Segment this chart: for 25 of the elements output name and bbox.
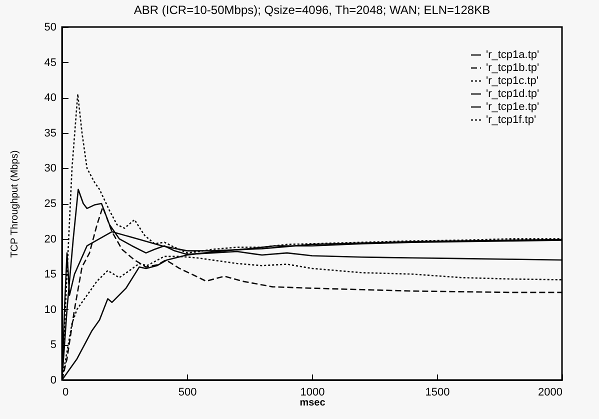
chart-title: ABR (ICR=10-50Mbps); Qsize=4096, Th=2048; WAN; ELN=128KB	[134, 3, 490, 17]
y-tick-label: 35	[44, 127, 56, 140]
y-tick-label: 30	[44, 162, 56, 175]
legend-label: 'r_tcp1a.tp'	[486, 49, 540, 61]
y-axis-title: TCP Throughput (Mbps)	[9, 150, 20, 258]
x-tick-label: 1500	[425, 386, 450, 398]
legend-label: 'r_tcp1e.tp'	[486, 101, 540, 113]
legend-label: 'r_tcp1d.tp'	[486, 88, 540, 100]
legend-label: 'r_tcp1c.tp'	[486, 75, 539, 87]
legend-label: 'r_tcp1b.tp'	[486, 62, 540, 74]
y-tick-label: 45	[44, 56, 56, 69]
y-tick-label: 5	[50, 339, 56, 352]
x-tick-label: 2000	[538, 386, 562, 398]
legend-label: 'r_tcp1f.tp'	[486, 114, 536, 126]
y-tick-label: 50	[44, 22, 56, 34]
y-tick-label: 10	[44, 304, 56, 316]
y-tick-label: 25	[44, 198, 56, 210]
y-tick-label: 20	[44, 233, 56, 246]
x-axis-title: msec	[300, 398, 326, 408]
y-tick-label: 0	[50, 374, 56, 386]
x-tick-label: 500	[178, 386, 197, 398]
x-tick-label: 0	[62, 386, 69, 398]
x-tick-label: 1000	[300, 386, 325, 398]
y-tick-label: 15	[44, 268, 56, 281]
y-tick-label: 40	[44, 92, 56, 104]
